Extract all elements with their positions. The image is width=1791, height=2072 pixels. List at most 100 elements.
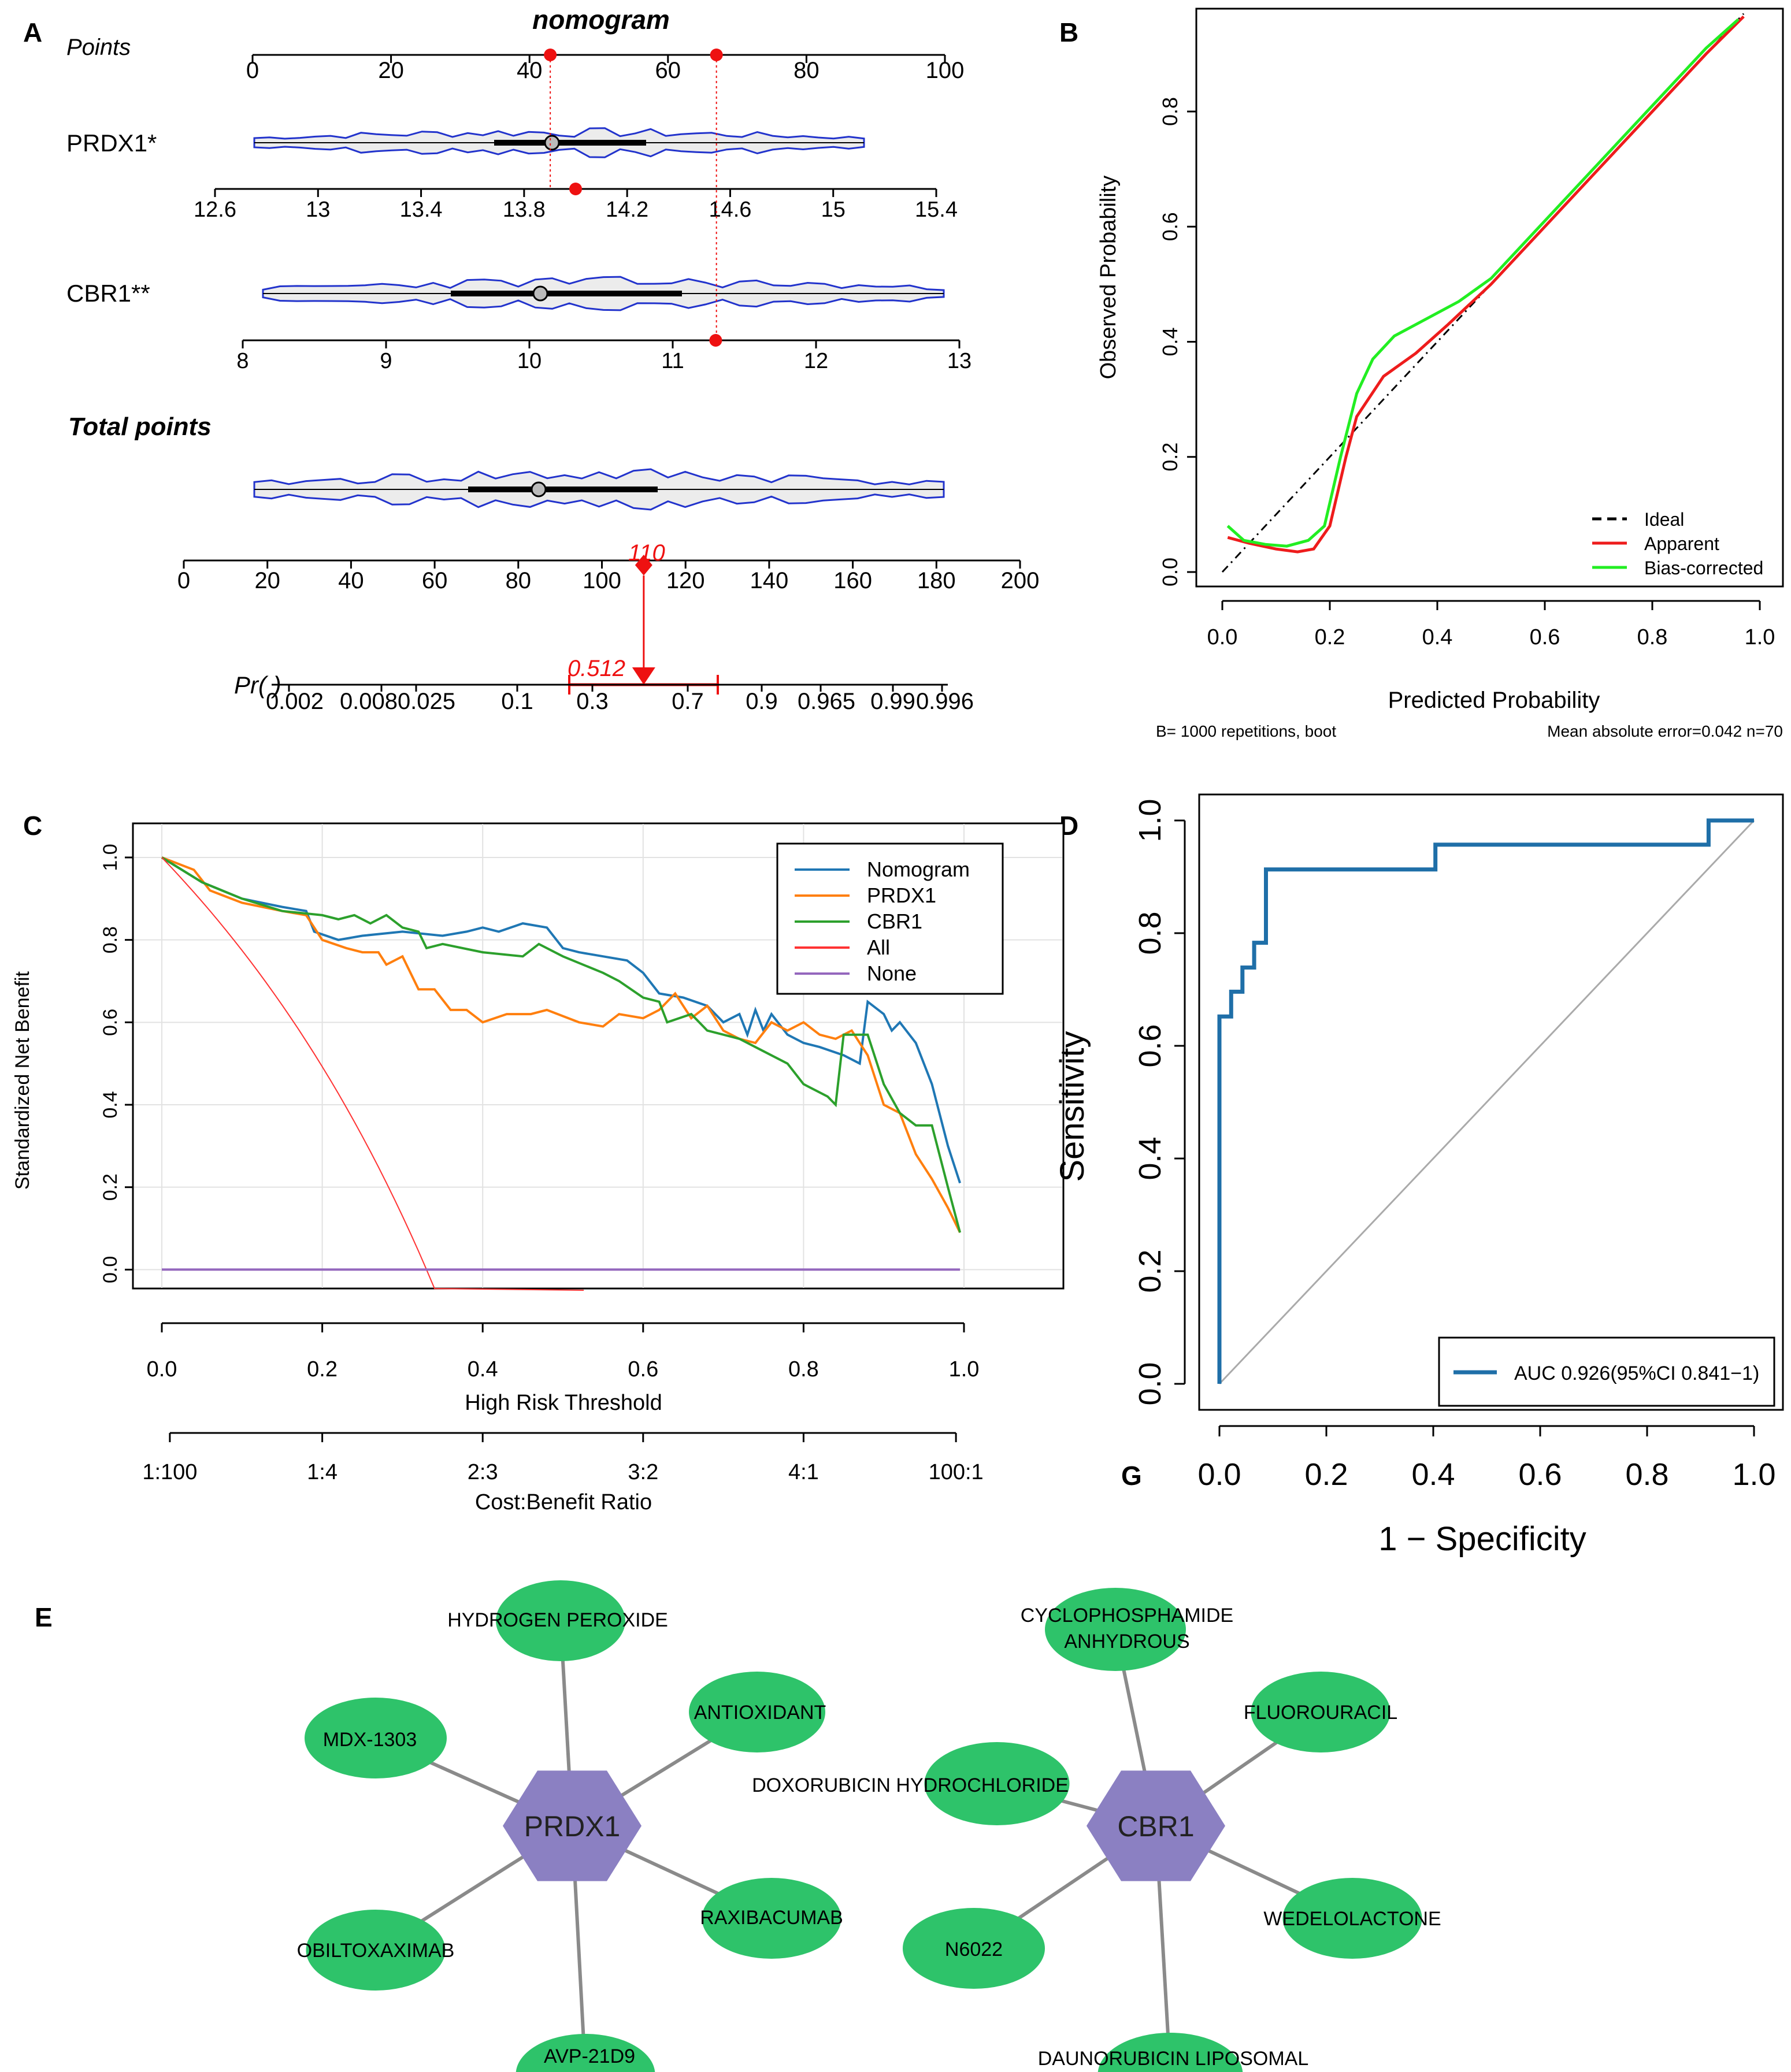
prdx1-violin-median <box>544 135 560 151</box>
total-points-violin <box>253 468 945 511</box>
total-points-tick-label: 140 <box>750 568 789 593</box>
cost-benefit-tick-label: 1:100 <box>142 1460 197 1484</box>
calibration-plot-frame <box>1195 8 1784 588</box>
calibration-y-tick-label: 0.6 <box>1158 212 1182 241</box>
roc-curve-line <box>1217 818 1754 1384</box>
calibration-y-tick-label: 0.4 <box>1158 327 1182 356</box>
drug-node <box>924 1742 1070 1825</box>
calibration-y-tick-label: 0.0 <box>1158 558 1182 586</box>
prdx1-variable-label: PRDX1* <box>66 129 157 157</box>
probability-arrowhead <box>632 667 655 685</box>
points-tick-label: 80 <box>793 58 820 83</box>
cost-benefit-label: Cost:Benefit Ratio <box>475 1490 652 1514</box>
total-points-tick-label: 120 <box>666 568 705 593</box>
decision-y-tick-label: 0.0 <box>99 1256 121 1283</box>
total-violin-median <box>531 481 547 497</box>
cbr1-value-marker <box>709 334 722 347</box>
total-points-tick-label: 100 <box>583 568 621 593</box>
prdx1-points-marker <box>544 49 557 61</box>
drug-node-label: ANTIOXIDANT <box>694 1702 826 1724</box>
total-points-tick-label: 40 <box>338 568 364 593</box>
drug-node <box>496 1580 625 1661</box>
total-points-tick-label: 0 <box>177 568 190 593</box>
drug-node <box>689 1672 825 1752</box>
cbr1-tick-label: 10 <box>517 349 542 373</box>
prdx1-tick-label: 13.4 <box>400 198 443 222</box>
calibration-legend: Ideal Apparent Bias-corrected <box>1592 509 1763 578</box>
probability-axis: 0.002 0.008 0.025 0.1 0.3 0.7 0.9 0.965 0.99 0.99… <box>266 684 974 714</box>
roc-x-label: 1 − Specificity <box>1378 1520 1586 1558</box>
calibration-x-tick-label: 0.0 <box>1207 625 1238 649</box>
prdx1-axis: 12.6 13 13.4 13.8 14.2 14.6 15 15.4 <box>194 188 958 222</box>
calibration-footer-left: B= 1000 repetitions, boot <box>1156 722 1336 740</box>
nomogram-title: nomogram <box>532 5 670 35</box>
drug-node-label: AVP-21D9 <box>544 2045 635 2067</box>
prdx1-tick-label: 15 <box>821 198 846 222</box>
roc-x-tick-label: 1.0 <box>1732 1457 1775 1492</box>
prdx1-tick-label: 14.6 <box>709 198 751 222</box>
probability-tick-label: 0.9 <box>746 689 778 714</box>
roc-legend-text: AUC 0.926(95%CI 0.841−1) <box>1514 1362 1759 1384</box>
drug-node-label: HYDROGEN PEROXIDE <box>447 1609 668 1631</box>
drug-node-label: WEDELOLACTONE <box>1263 1908 1441 1930</box>
probability-tick-label: 0.965 <box>798 689 855 714</box>
calibration-x-label: Predicted Probability <box>1388 688 1600 713</box>
roc-y-tick-label: 0.4 <box>1133 1137 1167 1180</box>
decision-axes: 0.0 0.2 0.4 0.6 0.8 1.0 1:100 1:4 2:3 3:2 4:1 100:1… <box>99 844 984 1484</box>
network-nodes: HYDROGEN PEROXIDE ANTIOXIDANT MDX-1303 RAXI… <box>297 1580 1441 2072</box>
total-points-axis: 0 20 40 60 80 100 120 140 160 180 200 <box>177 559 1039 593</box>
cbr1-violin-median <box>532 285 548 302</box>
legend-label-apparent: Apparent <box>1644 533 1719 554</box>
calibration-series <box>1221 13 1745 573</box>
cost-benefit-tick-label: 2:3 <box>468 1460 498 1484</box>
points-tick-label: 20 <box>378 58 404 83</box>
decision-x-label: High Risk Threshold <box>465 1391 662 1415</box>
drug-node <box>903 1908 1045 1989</box>
calibration-panel: 0.0 0.2 0.4 0.6 0.8 1.0 0.0 0.2 0.4 0.6 0.8 Predic… <box>1096 8 1784 740</box>
probability-selected-label: 0.512 <box>568 656 625 681</box>
decision-y-tick-label: 0.6 <box>99 1009 121 1036</box>
roc-x-tick-label: 0.2 <box>1304 1457 1348 1492</box>
cbr1-tick-label: 12 <box>804 349 828 373</box>
probability-tick-label: 0.7 <box>672 689 704 714</box>
nomogram-panel: nomogram Points 0 20 40 60 80 100 PRDX1* 12.6… <box>66 5 1039 714</box>
points-axis: 0 20 40 60 80 100 <box>246 54 964 83</box>
panel-label-g: G <box>1121 1461 1142 1491</box>
drug-node-label: FLUOROURACIL <box>1244 1702 1397 1724</box>
prdx1-tick-label: 13.8 <box>503 198 546 222</box>
prdx1-tick-label: 15.4 <box>915 198 958 222</box>
calibration-x-tick-label: 0.8 <box>1637 625 1668 649</box>
prdx1-tick-label: 13 <box>306 198 330 222</box>
drug-node <box>1251 1672 1390 1752</box>
decision-legend-label: None <box>867 961 917 985</box>
cost-benefit-tick-label: 4:1 <box>788 1460 819 1484</box>
legend-label-bias-corrected: Bias-corrected <box>1644 558 1763 578</box>
points-tick-label: 40 <box>517 58 543 83</box>
points-axis-label: Points <box>66 35 131 60</box>
drug-node <box>305 1698 447 1778</box>
decision-legend-label: PRDX1 <box>867 883 936 907</box>
drug-node <box>1045 1588 1186 1671</box>
total-points-tick-label: 180 <box>917 568 956 593</box>
roc-x-tick-label: 0.6 <box>1518 1457 1562 1492</box>
decision-y-tick-label: 0.4 <box>99 1091 121 1118</box>
decision-curve-panel: 0.0 0.2 0.4 0.6 0.8 1.0 1:100 1:4 2:3 3:2 4:1 100:1… <box>12 822 1065 1514</box>
probability-tick-label: 0.025 <box>398 689 455 714</box>
roc-y-tick-label: 0.0 <box>1133 1362 1167 1405</box>
decision-x-tick-label: 0.0 <box>147 1357 177 1382</box>
decision-line-prdx1 <box>161 856 961 1233</box>
decision-line-cbr1 <box>161 856 962 1233</box>
decision-y-tick-label: 1.0 <box>99 844 121 871</box>
gene-hub-node <box>1087 1770 1225 1881</box>
probability-tick-label: 0.1 <box>501 689 533 714</box>
decision-line-nomogram <box>161 856 962 1184</box>
probability-tick-label: 0.3 <box>576 689 609 714</box>
calibration-x-tick-label: 0.2 <box>1315 625 1345 649</box>
drug-node-label: ANHYDROUS <box>1064 1631 1189 1653</box>
roc-y-tick-label: 1.0 <box>1133 799 1167 842</box>
drug-node <box>1097 2033 1243 2072</box>
decision-x-tick-label: 0.8 <box>788 1357 819 1382</box>
cost-benefit-tick-label: 3:2 <box>628 1460 658 1484</box>
drug-node <box>1282 1878 1422 1959</box>
